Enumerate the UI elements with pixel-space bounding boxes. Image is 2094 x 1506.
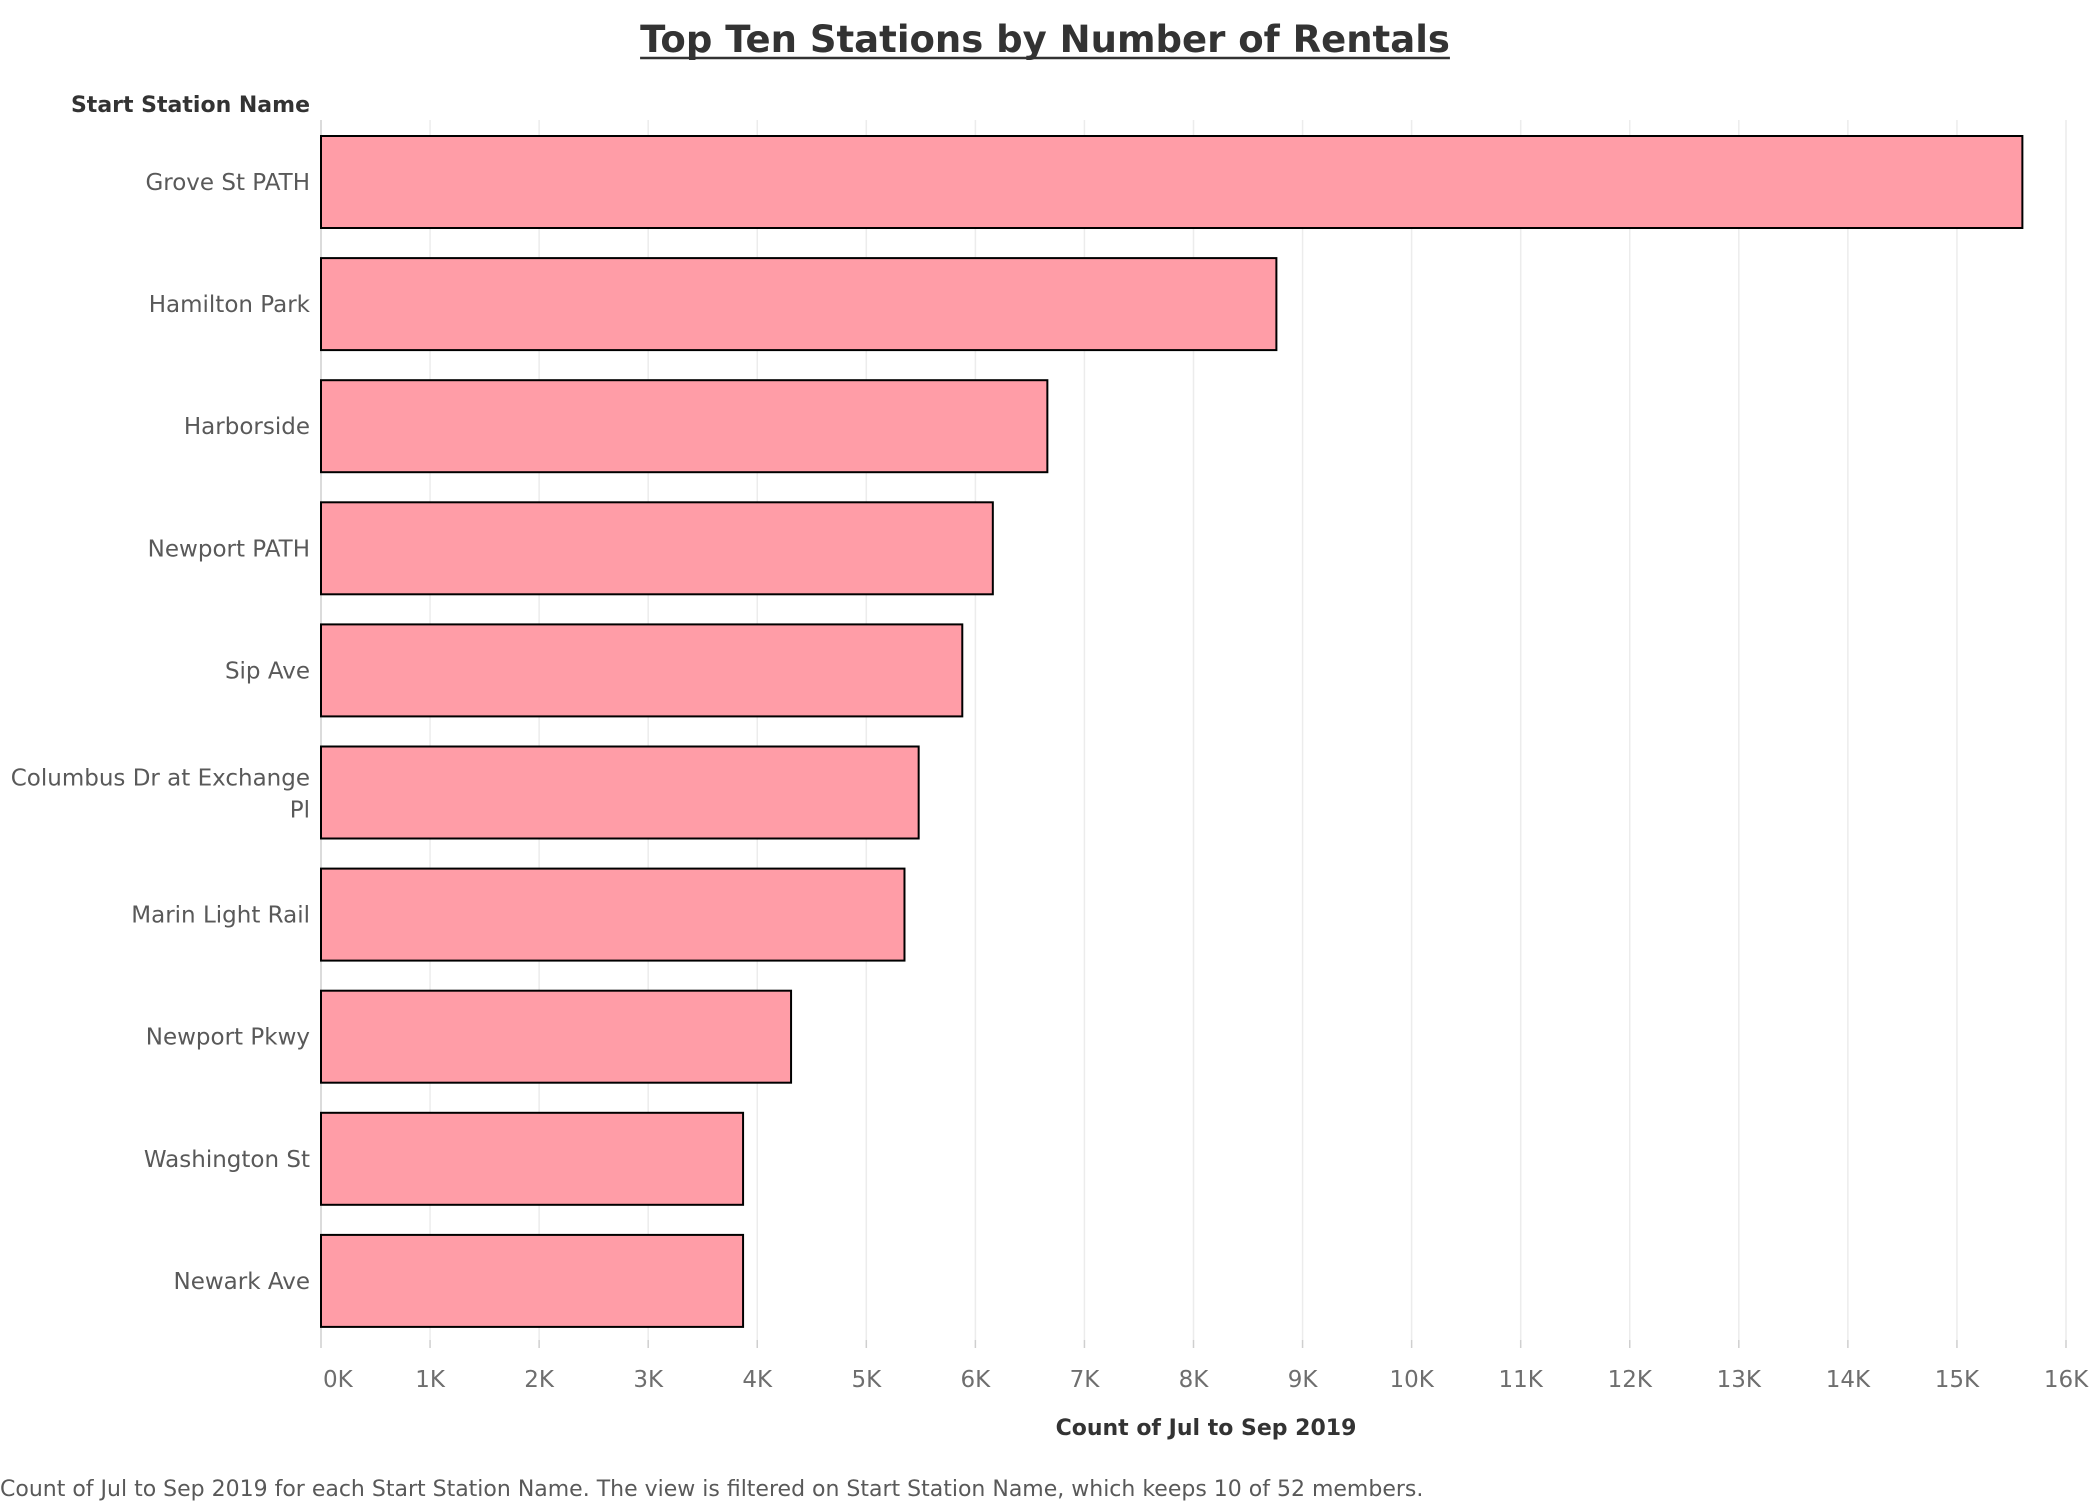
bar[interactable]: [320, 257, 1278, 352]
x-tick-label: 14K: [1826, 1367, 1871, 1393]
bar[interactable]: [320, 501, 994, 596]
bar[interactable]: [320, 1233, 745, 1328]
category-label: Washington St: [144, 1147, 310, 1173]
x-axis-title: Count of Jul to Sep 2019: [1056, 1416, 1357, 1441]
x-tick-label: 8K: [1179, 1367, 1210, 1393]
row-header-label: Start Station Name: [71, 93, 310, 118]
category-labels: Grove St PATH Hamilton Park Harborside Newp…: [11, 170, 311, 1295]
bar[interactable]: [320, 867, 906, 962]
category-label: Newport PATH: [148, 536, 310, 562]
bar[interactable]: [320, 623, 964, 718]
x-tick-label: 7K: [1070, 1367, 1101, 1393]
x-tick-label: 16K: [2044, 1367, 2089, 1393]
bars: [320, 135, 2024, 1328]
x-tick-label: 9K: [1288, 1367, 1319, 1393]
category-label: Harborside: [184, 414, 310, 440]
category-label: Columbus Dr at Exchange Pl: [11, 766, 310, 824]
bar[interactable]: [320, 745, 920, 840]
category-label: Hamilton Park: [149, 292, 311, 318]
category-label: Sip Ave: [225, 658, 310, 684]
x-tick-label: 1K: [415, 1367, 446, 1393]
x-tick-label: 4K: [742, 1367, 773, 1393]
chart-caption: Count of Jul to Sep 2019 for each Start …: [0, 1477, 1423, 1502]
x-tick-label: 2K: [524, 1367, 555, 1393]
x-tick-label: 3K: [633, 1367, 664, 1393]
x-tick-label: 6K: [961, 1367, 992, 1393]
category-label: Newport Pkwy: [146, 1025, 310, 1051]
bar[interactable]: [320, 379, 1049, 474]
chart-title: Top Ten Stations by Number of Rentals: [640, 18, 1450, 61]
x-tick-label: 11K: [1499, 1367, 1544, 1393]
x-tick-label: 13K: [1717, 1367, 1762, 1393]
bar[interactable]: [320, 135, 2024, 229]
category-label: Marin Light Rail: [131, 903, 310, 929]
x-tick-label: 0K: [323, 1367, 354, 1393]
x-axis-ticks: 0K 1K 2K 3K 4K 5K 6K 7K 8K 9K 10K 11K 12K 13K 14K 15K 16…: [320, 1340, 2089, 1393]
x-tick-label: 5K: [851, 1367, 882, 1393]
x-tick-label: 10K: [1389, 1367, 1434, 1393]
bar[interactable]: [320, 1111, 745, 1206]
category-label: Newark Ave: [174, 1269, 311, 1295]
bar[interactable]: [320, 989, 793, 1084]
x-tick-label: 12K: [1608, 1367, 1653, 1393]
x-tick-label: 15K: [1935, 1367, 1980, 1393]
category-label: Grove St PATH: [145, 170, 310, 196]
